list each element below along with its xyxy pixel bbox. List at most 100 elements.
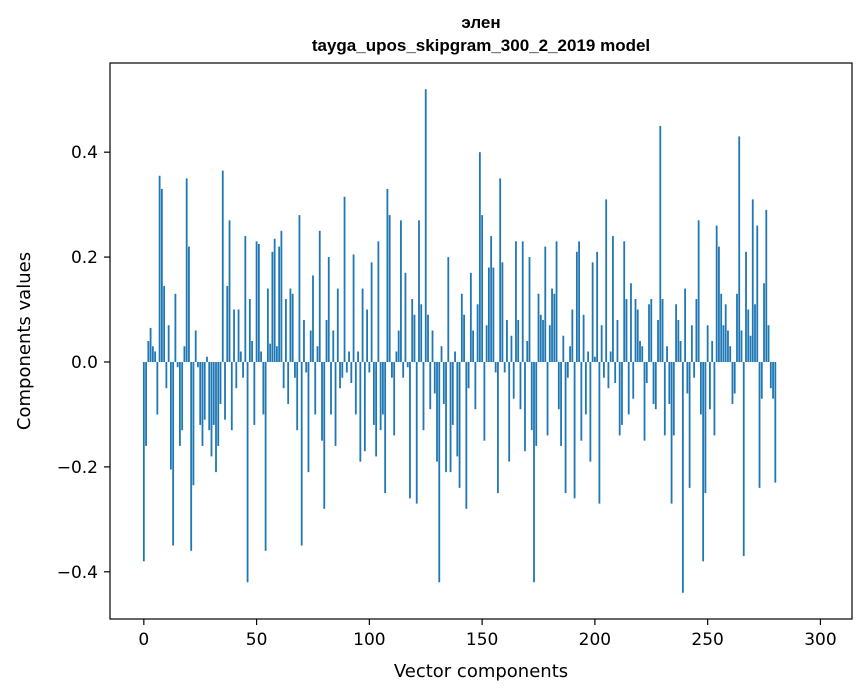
bar: [298, 215, 301, 362]
chart-title: элен: [461, 13, 500, 32]
bar: [334, 361, 337, 446]
bar: [300, 361, 303, 546]
bar: [375, 361, 378, 457]
bar: [188, 246, 190, 362]
bar: [546, 361, 549, 436]
bar: [521, 241, 524, 362]
bar: [309, 330, 312, 362]
bar: [197, 361, 199, 368]
bar: [706, 325, 709, 362]
bar: [165, 361, 168, 389]
x-tick-label: 100: [353, 630, 385, 650]
bar: [539, 314, 542, 362]
bar: [580, 361, 583, 441]
bar: [418, 220, 420, 362]
x-tick-label: 50: [246, 630, 268, 650]
bar: [379, 361, 382, 431]
bar: [742, 361, 745, 557]
bar: [253, 361, 256, 425]
bar: [699, 361, 702, 415]
bar: [497, 361, 499, 494]
bar: [634, 299, 637, 362]
bar: [760, 361, 763, 399]
bar: [210, 361, 213, 457]
bar: [456, 361, 459, 457]
bar: [630, 283, 632, 362]
y-tick-label: −0.2: [57, 458, 98, 478]
bar: [341, 361, 344, 378]
bar: [147, 341, 150, 362]
bar: [190, 361, 193, 551]
bar: [343, 196, 346, 362]
bar: [458, 361, 461, 488]
bar: [575, 251, 578, 362]
bar: [472, 330, 474, 362]
bar: [650, 299, 653, 362]
bar: [661, 299, 664, 362]
bar: [763, 283, 765, 362]
bar: [386, 188, 389, 362]
bar: [224, 361, 226, 420]
bar: [537, 293, 540, 362]
bar: [242, 361, 244, 378]
bar: [411, 299, 414, 362]
bar: [336, 288, 339, 362]
bar: [627, 361, 630, 415]
bar: [260, 351, 262, 362]
bar: [142, 361, 145, 562]
bar: [442, 361, 445, 404]
bar: [544, 246, 547, 362]
bar: [632, 361, 635, 399]
bar: [266, 288, 269, 362]
bar: [494, 361, 497, 373]
bar: [643, 361, 646, 441]
bar: [740, 330, 743, 362]
bar: [593, 356, 596, 362]
bar: [584, 361, 587, 415]
bar: [244, 236, 247, 362]
bar: [287, 361, 290, 404]
bar: [623, 241, 626, 362]
y-tick-label: 0.2: [71, 248, 98, 268]
bar: [357, 351, 359, 362]
bar: [436, 361, 438, 462]
bar: [183, 346, 186, 362]
bar: [603, 361, 605, 378]
bar: [185, 178, 188, 362]
bar: [321, 361, 323, 441]
bar: [697, 220, 700, 362]
bar: [215, 361, 217, 473]
bar: [616, 320, 619, 362]
x-axis-label: Vector components: [394, 661, 568, 682]
x-tick-label: 150: [466, 630, 498, 650]
bar: [278, 246, 281, 362]
bar: [614, 361, 617, 383]
bar: [289, 288, 292, 362]
bar: [257, 243, 260, 362]
chart-subtitle: tayga_upos_skipgram_300_2_2019 model: [312, 36, 650, 55]
bar: [217, 361, 220, 446]
bar: [639, 341, 641, 362]
bar: [731, 361, 734, 404]
bar: [517, 320, 520, 362]
bar: [774, 361, 777, 483]
bar: [307, 361, 310, 473]
bar: [478, 152, 481, 362]
bar: [557, 361, 560, 410]
bar: [621, 361, 623, 425]
bar: [330, 361, 332, 415]
bar: [733, 361, 736, 394]
bar: [158, 175, 161, 362]
bar: [600, 325, 603, 362]
bar: [285, 299, 287, 362]
bar: [169, 361, 172, 470]
bar: [487, 267, 490, 362]
bar: [391, 361, 393, 378]
bar: [492, 267, 495, 362]
bar: [668, 361, 671, 404]
bar: [348, 351, 350, 362]
bar: [181, 361, 184, 431]
bar: [194, 330, 197, 362]
bar: [571, 309, 574, 362]
bar: [255, 241, 258, 362]
